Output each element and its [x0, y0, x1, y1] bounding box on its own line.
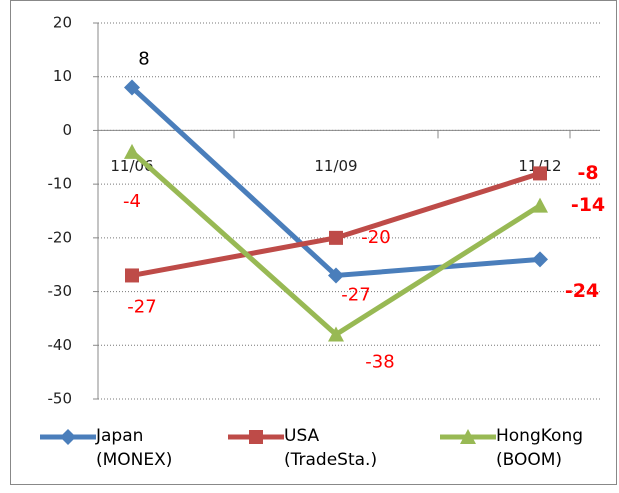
y-tick-label: -30	[48, 282, 73, 300]
marker	[328, 267, 344, 284]
x-tick-label: 11/12	[518, 157, 561, 175]
data-label: -8	[577, 162, 598, 184]
marker	[125, 268, 139, 283]
legend-label: HongKong (BOOM)	[496, 426, 584, 470]
data-label: -4	[123, 191, 141, 212]
marker	[329, 230, 343, 245]
marker	[460, 429, 476, 444]
marker	[249, 430, 263, 444]
legend-label: USA (TradeSta.)	[284, 426, 378, 470]
marker	[124, 143, 140, 159]
marker	[60, 429, 76, 445]
marker	[532, 251, 548, 268]
data-label: -27	[341, 284, 370, 305]
y-tick-label: -50	[48, 390, 73, 408]
data-label: -20	[361, 227, 390, 248]
data-label: -24	[565, 280, 599, 302]
marker	[533, 166, 547, 181]
y-tick-label: 0	[62, 121, 72, 139]
y-tick-label: -10	[48, 175, 73, 193]
marker	[124, 79, 140, 96]
data-label: -14	[571, 194, 605, 216]
x-tick-label: 11/09	[314, 157, 357, 175]
y-tick-label: 20	[53, 14, 72, 32]
y-tick-label: 10	[53, 67, 72, 85]
data-label: -38	[365, 352, 394, 373]
data-label: 8	[138, 48, 149, 69]
y-tick-label: -20	[48, 228, 73, 246]
marker	[532, 197, 548, 213]
y-tick-label: -40	[48, 336, 73, 354]
data-label: -27	[127, 296, 156, 317]
legend-label: Japan (MONEX)	[96, 426, 173, 470]
marker	[328, 326, 344, 342]
